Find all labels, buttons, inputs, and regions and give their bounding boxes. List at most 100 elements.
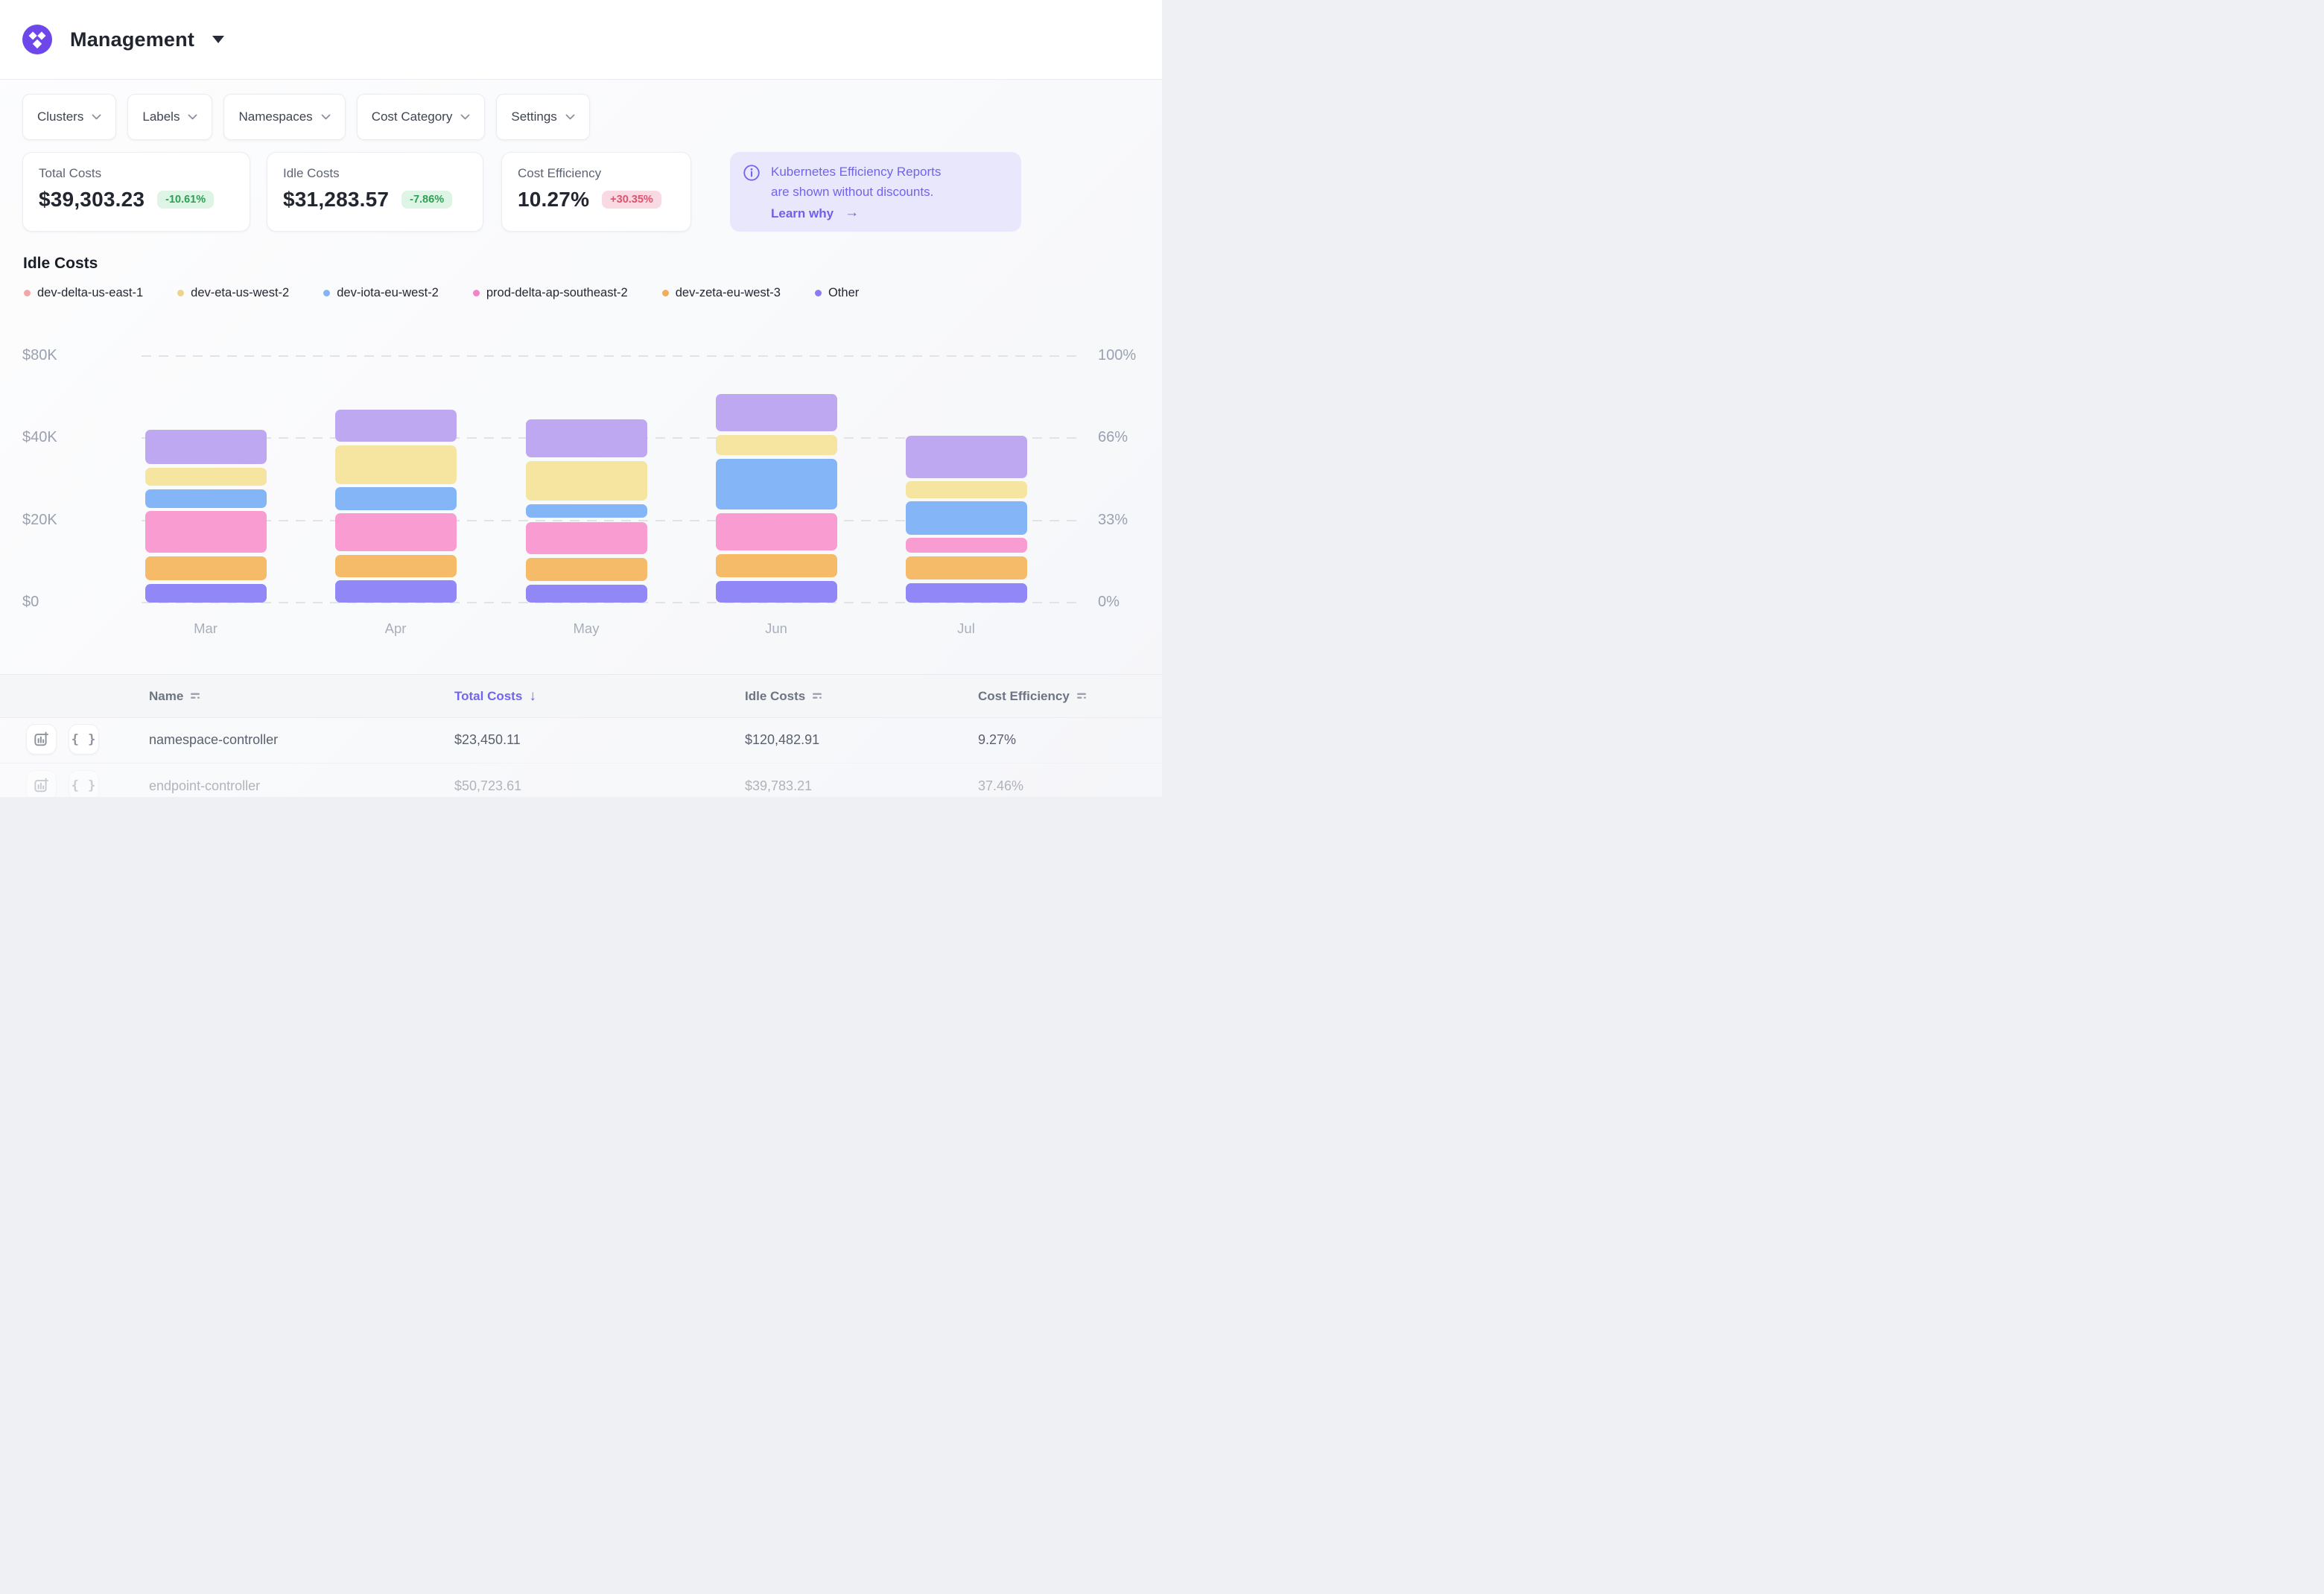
cell-idle-costs: $39,783.21	[745, 778, 813, 793]
table-row-endpoint-controller[interactable]: { } endpoint-controller $50,723.61 $39,783.…	[0, 763, 1162, 797]
bar-segment-dev-delta-us-east-1-apr[interactable]	[334, 409, 457, 442]
stat-card-idle-costs: Idle Costs $31,283.57 -7.86%	[267, 152, 483, 232]
filter-button-clusters[interactable]: Clusters	[22, 94, 117, 140]
bar-segment-dev-zeta-eu-west-3-jul[interactable]	[905, 556, 1027, 580]
y-axis-right-label: 0%	[1098, 594, 1120, 610]
stat-value: 10.27%	[518, 188, 590, 211]
bar-segment-dev-iota-eu-west-2-jun[interactable]	[715, 459, 837, 509]
bar-segment-dev-delta-us-east-1-mar[interactable]	[145, 429, 267, 464]
dashboard-page: Management Clusters Labels Namespaces Cost …	[0, 0, 1162, 797]
legend-item-prod-delta-ap-southeast-2[interactable]: prod-delta-ap-southeast-2	[472, 286, 628, 300]
bar-segment-other-jul[interactable]	[905, 582, 1027, 603]
open-chart-button[interactable]	[26, 770, 57, 797]
filter-button-settings[interactable]: Settings	[496, 94, 590, 140]
legend-dot-icon	[24, 290, 31, 296]
chevron-down-icon[interactable]	[212, 36, 225, 43]
legend-dot-icon	[323, 290, 331, 296]
bar-segment-dev-delta-us-east-1-jun[interactable]	[715, 393, 837, 431]
legend-item-dev-eta-us-west-2[interactable]: dev-eta-us-west-2	[177, 286, 289, 300]
bar-segment-other-jun[interactable]	[715, 580, 837, 603]
bar-segment-dev-zeta-eu-west-3-jun[interactable]	[715, 554, 837, 577]
bar-segment-dev-iota-eu-west-2-mar[interactable]	[145, 489, 267, 508]
bar-segment-dev-eta-us-west-2-apr[interactable]	[334, 445, 457, 484]
banner-text-line1: Kubernetes Efficiency Reports	[771, 165, 942, 179]
bar-segment-prod-delta-ap-southeast-2-may[interactable]	[525, 522, 647, 555]
y-axis-left-label: $20K	[22, 511, 57, 528]
learn-why-link[interactable]: Learn why →	[771, 202, 859, 224]
bar-segment-dev-iota-eu-west-2-jul[interactable]	[905, 501, 1027, 535]
cell-total-costs: $23,450.11	[454, 731, 521, 747]
legend-item-other[interactable]: Other	[814, 286, 859, 300]
y-axis-right-label: 33%	[1098, 511, 1128, 528]
legend-dot-icon	[177, 290, 185, 296]
bar-segment-dev-eta-us-west-2-may[interactable]	[525, 461, 647, 501]
filter-button-labels[interactable]: Labels	[127, 94, 213, 140]
arrow-right-icon: →	[845, 205, 860, 221]
stat-value: $39,303.23	[39, 188, 145, 211]
column-header-name[interactable]: Name	[149, 675, 201, 717]
filter-bar: Clusters Labels Namespaces Cost Category Set…	[22, 94, 590, 140]
legend-dot-icon	[814, 290, 822, 296]
filter-label: Labels	[142, 109, 180, 124]
cell-name: endpoint-controller	[149, 778, 261, 793]
legend-label: dev-delta-us-east-1	[37, 286, 144, 299]
y-axis-right-label: 66%	[1098, 429, 1128, 446]
chevron-down-icon	[565, 109, 575, 124]
table-header: Name Total Costs ↓ Idle Costs Cost Efficienc…	[0, 674, 1162, 718]
view-yaml-button[interactable]: { }	[69, 724, 99, 755]
column-header-idle-costs[interactable]: Idle Costs	[745, 675, 823, 717]
bar-chart-plus-icon	[34, 731, 49, 747]
legend-label: dev-iota-eu-west-2	[337, 286, 439, 299]
bar-segment-other-may[interactable]	[525, 585, 647, 603]
legend-dot-icon	[472, 290, 480, 296]
sort-icon	[812, 691, 823, 701]
bar-segment-prod-delta-ap-southeast-2-apr[interactable]	[334, 512, 457, 552]
bar-segment-dev-iota-eu-west-2-apr[interactable]	[334, 487, 457, 510]
page-title: Management	[70, 28, 195, 51]
curly-braces-icon: { }	[71, 778, 97, 793]
bar-segment-dev-delta-us-east-1-may[interactable]	[525, 419, 647, 458]
bar-segment-prod-delta-ap-southeast-2-jul[interactable]	[905, 538, 1027, 553]
stat-card-cost-efficiency: Cost Efficiency 10.27% +30.35%	[501, 152, 691, 232]
bar-segment-dev-zeta-eu-west-3-mar[interactable]	[145, 556, 267, 580]
cell-name: namespace-controller	[149, 731, 279, 747]
view-yaml-button[interactable]: { }	[69, 770, 99, 797]
filter-label: Namespaces	[238, 109, 313, 124]
chart-legend: dev-delta-us-east-1 dev-eta-us-west-2 dev-…	[24, 286, 859, 300]
legend-item-dev-iota-eu-west-2[interactable]: dev-iota-eu-west-2	[323, 286, 439, 300]
filter-label: Clusters	[37, 109, 84, 124]
bar-segment-dev-eta-us-west-2-mar[interactable]	[145, 468, 267, 486]
column-label: Name	[149, 688, 184, 703]
app-logo-icon	[22, 25, 52, 54]
legend-item-dev-delta-us-east-1[interactable]: dev-delta-us-east-1	[24, 286, 143, 300]
legend-item-dev-zeta-eu-west-3[interactable]: dev-zeta-eu-west-3	[661, 286, 781, 300]
bar-segment-dev-zeta-eu-west-3-apr[interactable]	[334, 555, 457, 577]
column-header-total-costs[interactable]: Total Costs ↓	[454, 675, 536, 717]
open-chart-button[interactable]	[26, 724, 57, 755]
bar-segment-dev-delta-us-east-1-jul[interactable]	[905, 436, 1027, 478]
column-header-cost-efficiency[interactable]: Cost Efficiency	[978, 675, 1088, 717]
bar-segment-other-mar[interactable]	[145, 583, 267, 603]
bar-segment-dev-iota-eu-west-2-may[interactable]	[525, 504, 647, 518]
gridline	[142, 519, 1084, 521]
bar-segment-prod-delta-ap-southeast-2-jun[interactable]	[715, 512, 837, 551]
bar-segment-other-apr[interactable]	[334, 580, 457, 603]
stat-value: $31,283.57	[283, 188, 390, 211]
filter-button-namespaces[interactable]: Namespaces	[223, 94, 346, 140]
sort-icon	[190, 691, 201, 701]
chevron-down-icon	[188, 109, 197, 124]
curly-braces-icon: { }	[71, 731, 97, 747]
legend-label: prod-delta-ap-southeast-2	[486, 286, 628, 299]
bar-segment-dev-eta-us-west-2-jun[interactable]	[715, 434, 837, 456]
chevron-down-icon	[460, 109, 470, 124]
legend-label: dev-eta-us-west-2	[191, 286, 290, 299]
x-axis-label-mar: Mar	[194, 620, 218, 636]
bar-segment-dev-eta-us-west-2-jul[interactable]	[905, 481, 1027, 498]
sort-icon	[1076, 691, 1088, 701]
stat-delta-badge: -10.61%	[157, 190, 215, 209]
bar-segment-prod-delta-ap-southeast-2-mar[interactable]	[145, 511, 267, 553]
filter-button-cost-category[interactable]: Cost Category	[356, 94, 486, 140]
bar-segment-dev-zeta-eu-west-3-may[interactable]	[525, 558, 647, 582]
y-axis-left-label: $40K	[22, 429, 57, 446]
table-row-namespace-controller[interactable]: { } namespace-controller $23,450.11 $120,48…	[0, 717, 1162, 763]
